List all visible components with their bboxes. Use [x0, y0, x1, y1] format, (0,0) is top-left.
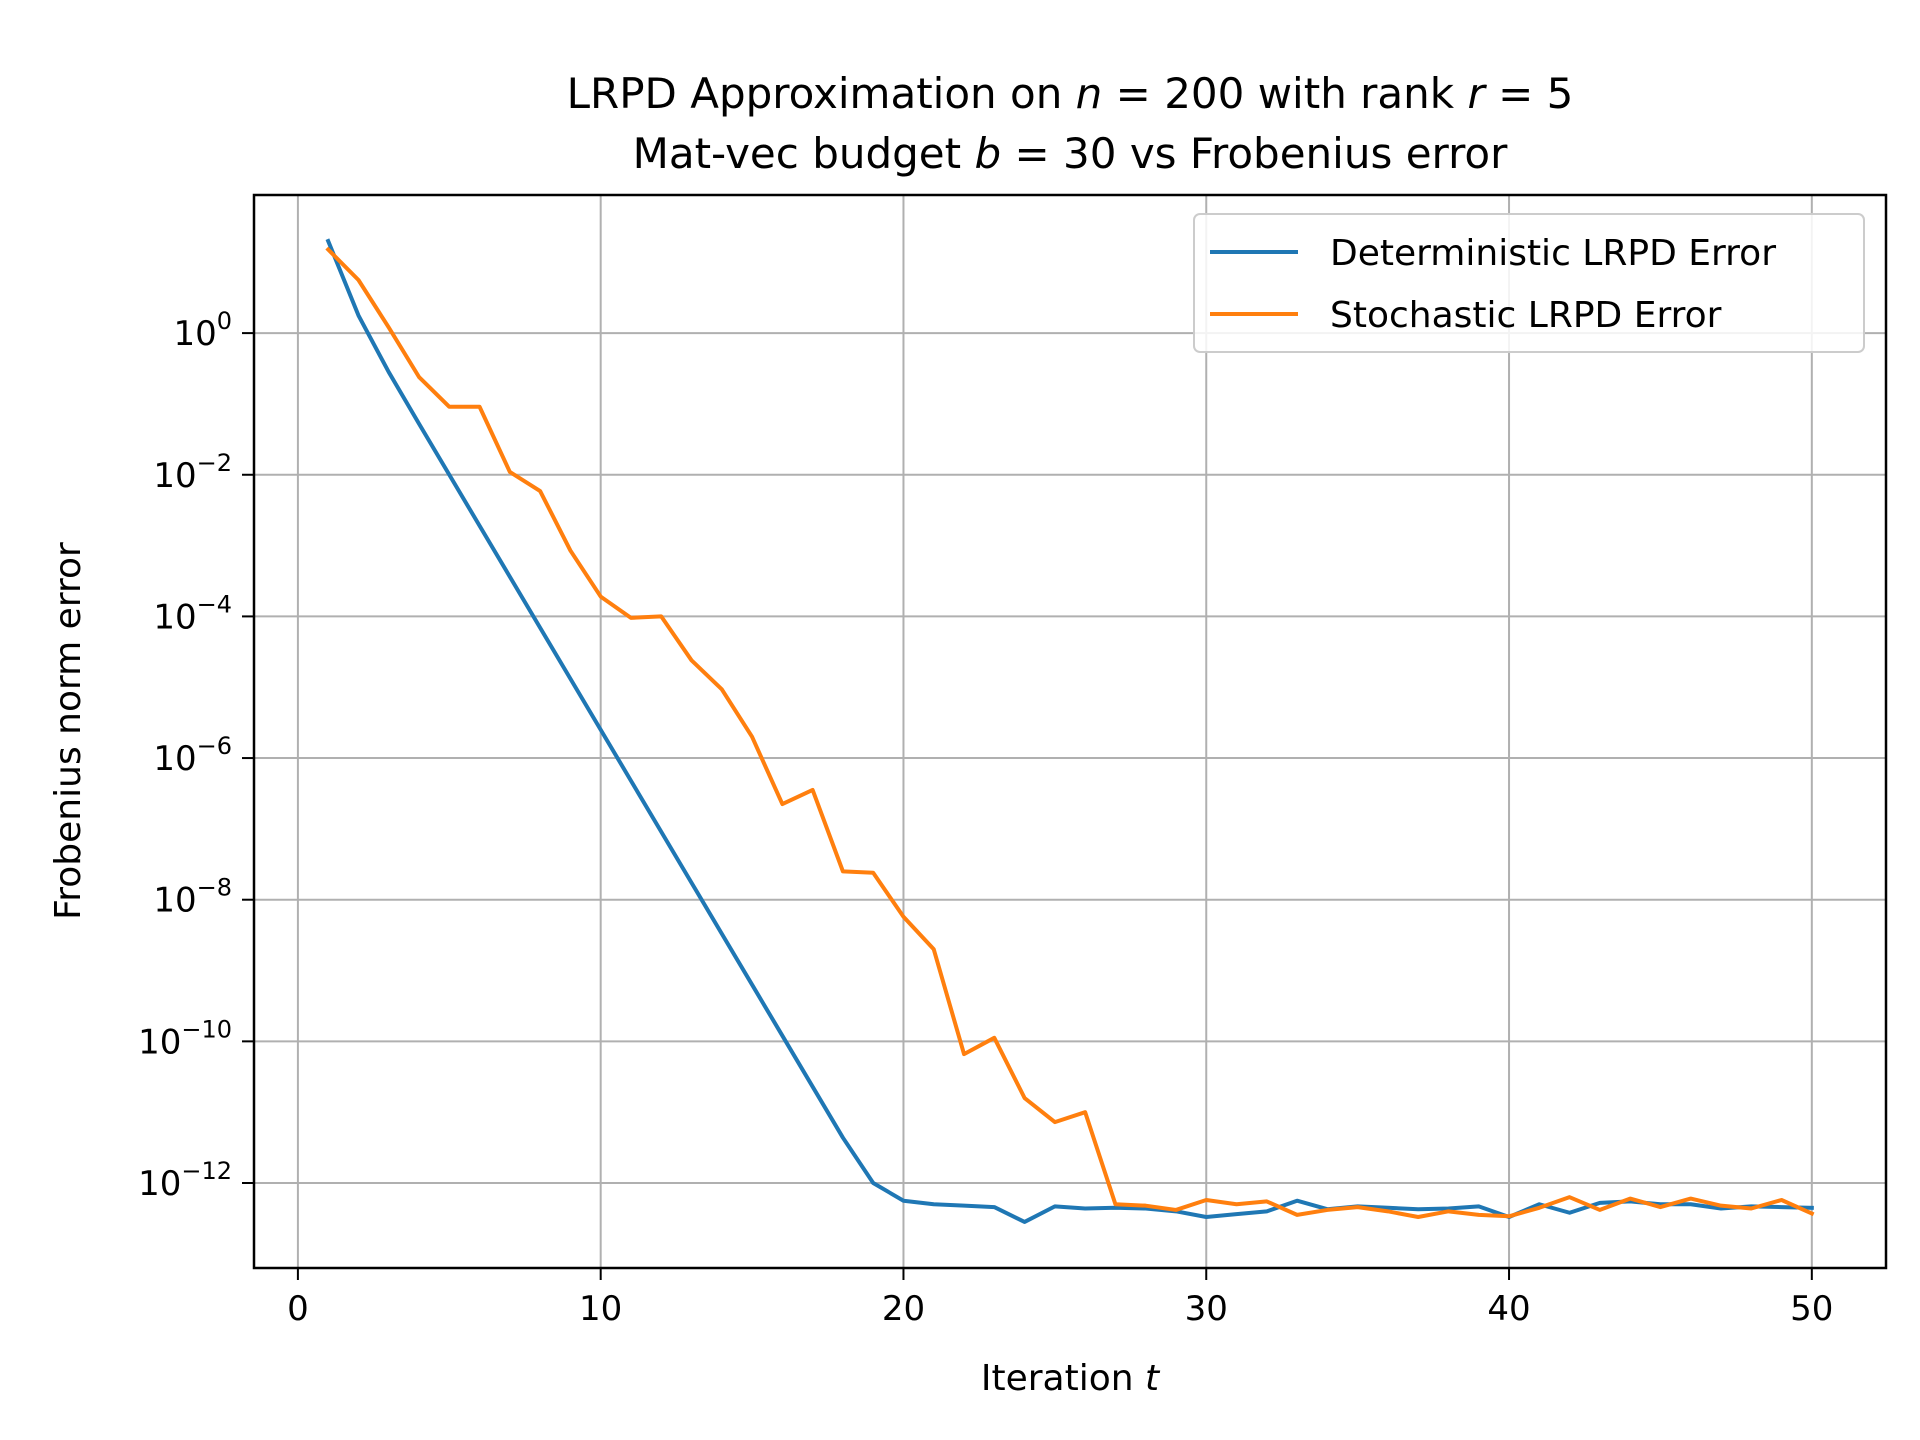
y-tick-label: 10−6: [153, 732, 232, 779]
legend-label-stochastic: Stochastic LRPD Error: [1330, 295, 1722, 336]
chart-title-line1: LRPD Approximation on n = 200 with rank …: [567, 69, 1574, 118]
series-layer: [325, 238, 1815, 1224]
x-tick-label: 0: [287, 1289, 309, 1329]
y-tick-label: 100: [173, 307, 232, 354]
axes-frame: [252, 193, 1888, 1270]
x-gridlines: [296, 195, 1813, 1268]
series-line-stochastic: [325, 246, 1815, 1220]
y-gridlines: [254, 332, 1886, 1185]
legend-box: [1193, 213, 1865, 353]
x-ticks: 0 10 20 30 40 50: [287, 1268, 1833, 1329]
y-axis-label: Frobenius norm error: [48, 542, 89, 920]
y-tick-label: 10−10: [138, 1015, 232, 1062]
y-tick-label: 10−8: [153, 874, 232, 921]
x-tick-label: 50: [1790, 1289, 1833, 1329]
x-tick-label: 20: [882, 1289, 925, 1329]
x-tick-label: 40: [1487, 1289, 1530, 1329]
x-axis-label: Iteration t: [981, 1358, 1161, 1399]
legend: Deterministic LRPD Error Stochastic LRPD…: [1193, 213, 1865, 353]
legend-label-deterministic: Deterministic LRPD Error: [1330, 233, 1776, 274]
plot-area: [254, 195, 1886, 1268]
x-tick-label: 10: [579, 1289, 622, 1329]
x-tick-label: 30: [1185, 1289, 1228, 1329]
y-tick-label: 10−4: [153, 590, 232, 637]
y-tick-label: 10−12: [138, 1157, 232, 1204]
y-tick-label: 10−2: [153, 449, 232, 496]
series-line-deterministic: [325, 238, 1814, 1224]
chart-title-line2: Mat-vec budget b = 30 vs Frobenius error: [633, 129, 1509, 178]
y-ticks: 100 10−2 10−4 10−6 10−8 10−10 10−12: [138, 307, 254, 1204]
